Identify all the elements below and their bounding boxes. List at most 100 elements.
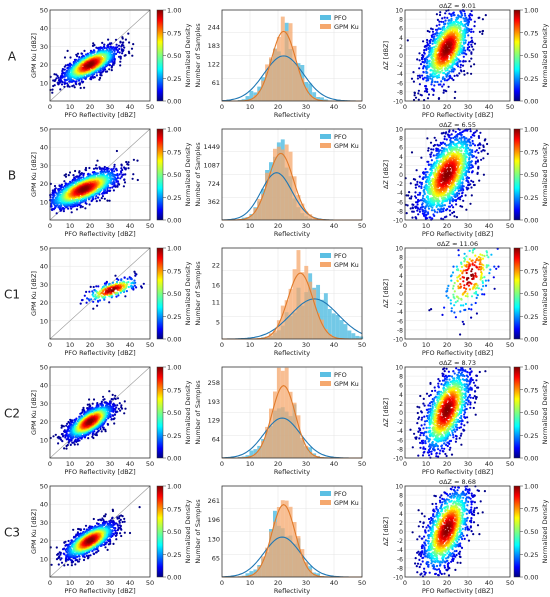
data-point bbox=[68, 65, 72, 68]
data-point bbox=[469, 65, 473, 68]
data-point bbox=[436, 34, 439, 37]
data-point bbox=[433, 136, 436, 139]
y-tick-label: 61 bbox=[212, 79, 220, 87]
y-tick-label: -4 bbox=[397, 71, 403, 78]
data-point bbox=[459, 63, 462, 66]
data-point bbox=[469, 130, 472, 133]
data-point bbox=[443, 150, 446, 153]
data-point bbox=[53, 73, 56, 76]
legend-swatch bbox=[320, 134, 331, 139]
legend-swatch bbox=[320, 143, 331, 148]
data-point bbox=[83, 76, 86, 79]
data-point bbox=[474, 160, 477, 163]
data-point bbox=[136, 159, 139, 162]
colorbar-tick-label: 0.25 bbox=[167, 75, 181, 83]
data-point bbox=[80, 52, 84, 55]
data-point bbox=[112, 48, 115, 51]
data-point bbox=[91, 44, 95, 48]
x-tick-label: 40 bbox=[330, 222, 338, 230]
y-tick-label: 20 bbox=[40, 61, 48, 69]
data-point bbox=[475, 156, 478, 159]
data-point bbox=[57, 76, 60, 79]
data-point bbox=[481, 30, 484, 33]
data-point bbox=[448, 70, 451, 73]
data-point bbox=[422, 40, 425, 43]
data-point bbox=[432, 93, 435, 96]
data-point bbox=[414, 96, 418, 99]
data-point bbox=[132, 173, 135, 176]
x-tick-label: 40 bbox=[126, 103, 134, 111]
data-point bbox=[89, 76, 93, 79]
colorbar-tick-label: 1.00 bbox=[167, 126, 181, 134]
data-point bbox=[413, 91, 416, 95]
data-point bbox=[470, 57, 473, 60]
data-point bbox=[431, 78, 434, 81]
data-point bbox=[63, 85, 66, 88]
data-point bbox=[440, 20, 443, 23]
data-point bbox=[108, 174, 111, 177]
data-point bbox=[482, 144, 485, 147]
data-point bbox=[429, 38, 432, 41]
data-point bbox=[486, 142, 489, 146]
data-point bbox=[67, 174, 70, 177]
x-tick-label: 30 bbox=[302, 222, 310, 230]
data-point bbox=[120, 45, 123, 48]
data-point bbox=[465, 186, 468, 189]
data-point bbox=[422, 194, 425, 197]
data-point bbox=[414, 191, 417, 194]
data-point bbox=[51, 88, 54, 91]
data-point bbox=[417, 92, 420, 95]
x-axis-label: PFO Reflectivity [dBZ] bbox=[64, 230, 135, 238]
data-point bbox=[118, 51, 121, 54]
data-point bbox=[63, 56, 67, 59]
data-point bbox=[473, 20, 476, 23]
data-point bbox=[463, 69, 466, 73]
data-point bbox=[440, 80, 443, 83]
y-tick-label: 50 bbox=[40, 7, 48, 15]
data-point bbox=[73, 86, 76, 89]
data-point bbox=[99, 76, 102, 80]
y-tick-label: 724 bbox=[208, 180, 220, 188]
colorbar-tick-label: 0.00 bbox=[167, 98, 181, 106]
data-point bbox=[479, 131, 482, 134]
data-point bbox=[122, 185, 125, 188]
data-point bbox=[453, 74, 456, 77]
data-point bbox=[447, 205, 451, 208]
data-point bbox=[84, 207, 87, 210]
data-point bbox=[427, 163, 430, 167]
histogram-bar bbox=[276, 37, 281, 101]
data-point bbox=[82, 187, 86, 190]
data-point bbox=[452, 136, 455, 140]
difference-scatter-panel: σΔZ ≈ 6.550 10 20 30 40 50-10-8-6-4-20246810P… bbox=[382, 121, 549, 238]
data-point bbox=[72, 174, 75, 177]
data-point bbox=[428, 41, 432, 45]
data-point bbox=[424, 173, 427, 177]
data-point bbox=[456, 197, 460, 200]
data-point bbox=[454, 138, 457, 141]
histogram-bar bbox=[273, 48, 277, 101]
data-point bbox=[79, 86, 82, 90]
data-point bbox=[420, 156, 423, 159]
data-point bbox=[424, 60, 427, 63]
data-point bbox=[417, 89, 420, 92]
histogram-bar bbox=[280, 149, 285, 220]
data-point bbox=[78, 56, 81, 59]
data-point bbox=[117, 55, 121, 58]
data-point bbox=[442, 76, 445, 79]
data-point bbox=[94, 197, 97, 200]
colorbar-tick-label: 0.00 bbox=[524, 98, 538, 106]
y-tick-label: 10 bbox=[395, 8, 403, 15]
data-point bbox=[422, 78, 425, 81]
histogram-panel: 0 10 20 30 40 5036272410871449ReflectivityNum… bbox=[194, 128, 366, 238]
x-tick-label: 10 bbox=[246, 103, 254, 111]
x-tick-label: 20 bbox=[274, 103, 282, 111]
data-point bbox=[125, 160, 128, 164]
data-point bbox=[80, 80, 83, 83]
data-point bbox=[116, 50, 119, 54]
data-point bbox=[55, 212, 58, 215]
y-axis-label: GPM Ku [dBZ] bbox=[30, 152, 38, 197]
data-point bbox=[453, 14, 456, 17]
data-point bbox=[442, 91, 445, 94]
data-point bbox=[473, 42, 477, 45]
